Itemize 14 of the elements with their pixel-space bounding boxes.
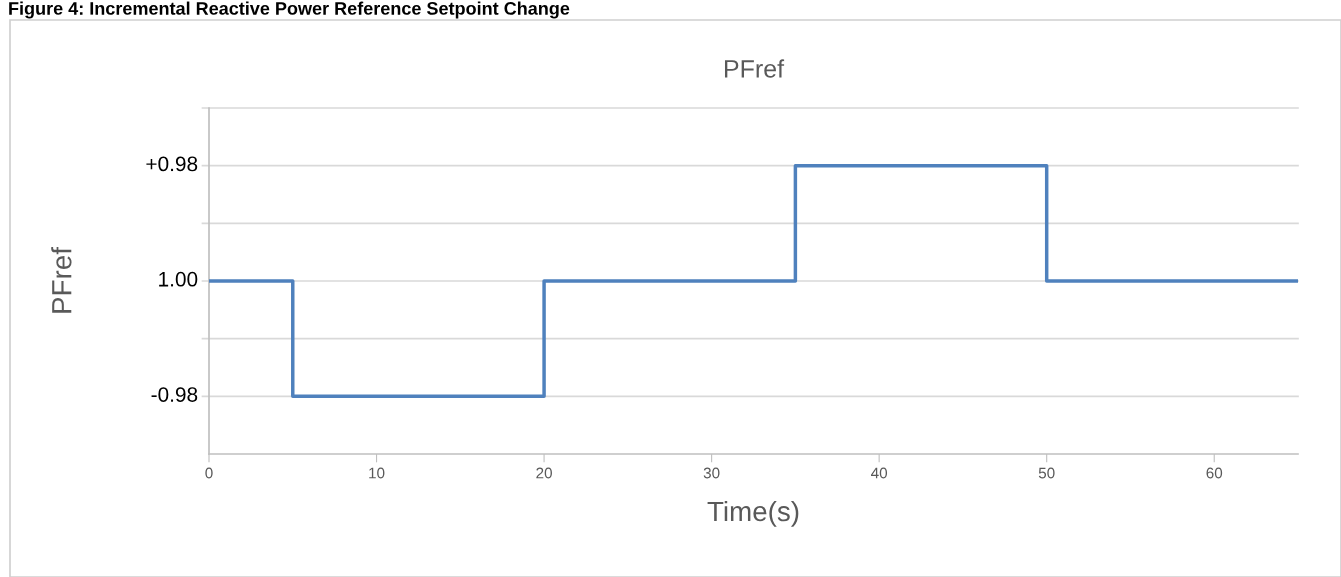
x-tick-label: 50: [1038, 467, 1055, 479]
x-tick-label: 10: [369, 467, 385, 479]
caption: Figure 4: Incremental Reactive Power Reference Setpoint Change: [9, 1, 570, 19]
text: 1.00: [159, 271, 198, 287]
x-tick-label: 30: [703, 467, 720, 479]
text: -0.98: [151, 387, 198, 402]
text: +0.98: [146, 156, 198, 172]
x-tick-label: 60: [1206, 467, 1223, 479]
x-tick-label: 20: [536, 467, 552, 479]
x-axis-title: Time(s): [707, 500, 799, 527]
chart-title: PFref: [724, 59, 785, 78]
y-axis-title: PFref: [51, 247, 72, 313]
x-tick-label: 40: [871, 467, 888, 479]
x-tick-label: 0: [205, 467, 213, 479]
